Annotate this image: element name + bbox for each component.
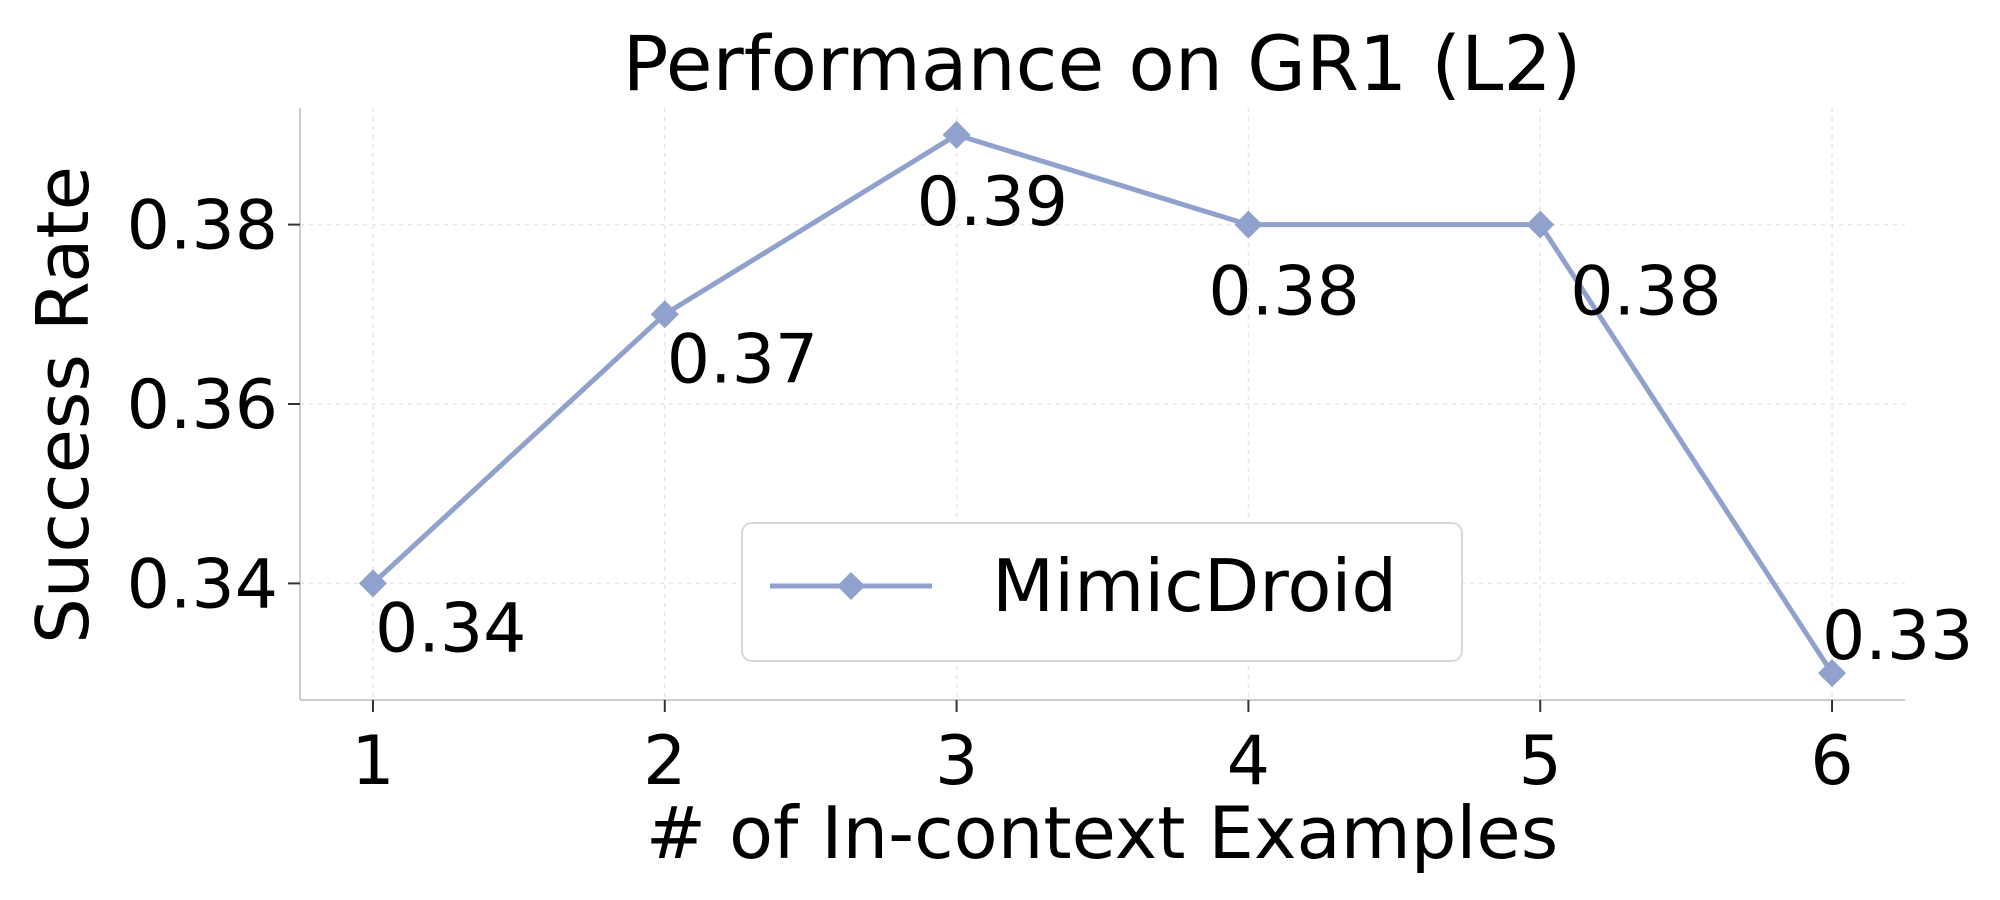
x-tick-label: 2 (643, 722, 686, 801)
legend: MimicDroid (741, 522, 1463, 662)
y-tick-label: 0.38 (127, 187, 278, 266)
y-ticks: 0.34 0.36 0.38 (127, 187, 300, 624)
data-label: 0.34 (375, 589, 526, 668)
data-point-marker (1234, 210, 1263, 239)
x-tick-label: 4 (1227, 722, 1270, 801)
data-point-marker (358, 569, 387, 598)
x-tick-label: 5 (1519, 722, 1562, 801)
x-tick-label: 1 (351, 722, 394, 801)
y-axis-title: Success Rate (21, 166, 105, 644)
data-point-marker (942, 120, 971, 149)
x-ticks: 1 2 3 4 5 6 (351, 700, 1854, 801)
y-tick-label: 0.34 (127, 545, 278, 624)
y-tick-label: 0.36 (127, 366, 278, 445)
data-labels: 0.34 0.37 0.39 0.38 0.38 0.33 (375, 163, 1973, 676)
data-label: 0.38 (1570, 253, 1721, 332)
data-label: 0.38 (1208, 253, 1359, 332)
data-point-marker (1818, 659, 1847, 688)
data-point-marker (650, 300, 679, 329)
series-line-mimicdroid (371, 132, 1835, 675)
data-label: 0.33 (1822, 597, 1973, 676)
legend-box (741, 522, 1463, 662)
legend-label-mimicdroid: MimicDroid (992, 544, 1397, 628)
x-axis-title: # of In-context Examples (646, 791, 1558, 875)
data-label: 0.37 (667, 320, 818, 399)
legend-marker-diamond (837, 572, 865, 600)
x-tick-label: 6 (1810, 722, 1853, 801)
data-point-marker (1526, 210, 1555, 239)
chart-title: Performance on GR1 (L2) (623, 19, 1582, 108)
x-tick-label: 3 (935, 722, 978, 801)
series-layer (358, 120, 1847, 688)
data-label: 0.39 (917, 163, 1068, 242)
